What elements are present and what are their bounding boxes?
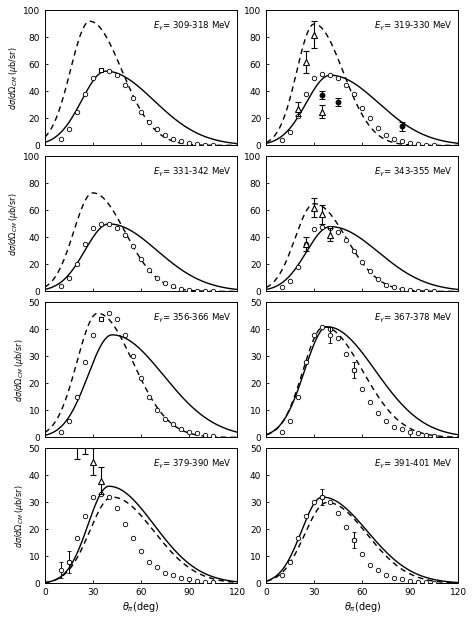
Text: $E_{\gamma}$= 343-355 MeV: $E_{\gamma}$= 343-355 MeV [374,166,453,179]
Y-axis label: $d\sigma/d\Omega_{CM}$ ($\mu$b/sr): $d\sigma/d\Omega_{CM}$ ($\mu$b/sr) [13,338,26,402]
Y-axis label: $d\sigma/d\Omega_{CM}$ ($\mu$b/sr): $d\sigma/d\Omega_{CM}$ ($\mu$b/sr) [13,484,26,548]
Y-axis label: $d\sigma/d\Omega_{CM}$ ($\mu$b/sr): $d\sigma/d\Omega_{CM}$ ($\mu$b/sr) [7,46,20,110]
Text: $E_{\gamma}$= 309-318 MeV: $E_{\gamma}$= 309-318 MeV [153,20,231,33]
X-axis label: $\theta_{\pi}$(deg): $\theta_{\pi}$(deg) [344,600,381,614]
Text: $E_{\gamma}$= 367-378 MeV: $E_{\gamma}$= 367-378 MeV [374,312,453,325]
Text: $E_{\gamma}$= 356-366 MeV: $E_{\gamma}$= 356-366 MeV [153,312,231,325]
Y-axis label: $d\sigma/d\Omega_{CM}$ ($\mu$b/sr): $d\sigma/d\Omega_{CM}$ ($\mu$b/sr) [7,192,20,256]
Text: $E_{\gamma}$= 391-401 MeV: $E_{\gamma}$= 391-401 MeV [374,458,453,471]
Text: $E_{\gamma}$= 331-342 MeV: $E_{\gamma}$= 331-342 MeV [153,166,231,179]
Text: $E_{\gamma}$= 379-390 MeV: $E_{\gamma}$= 379-390 MeV [153,458,231,471]
Text: $E_{\gamma}$= 319-330 MeV: $E_{\gamma}$= 319-330 MeV [374,20,453,33]
X-axis label: $\theta_{\pi}$(deg): $\theta_{\pi}$(deg) [122,600,160,614]
